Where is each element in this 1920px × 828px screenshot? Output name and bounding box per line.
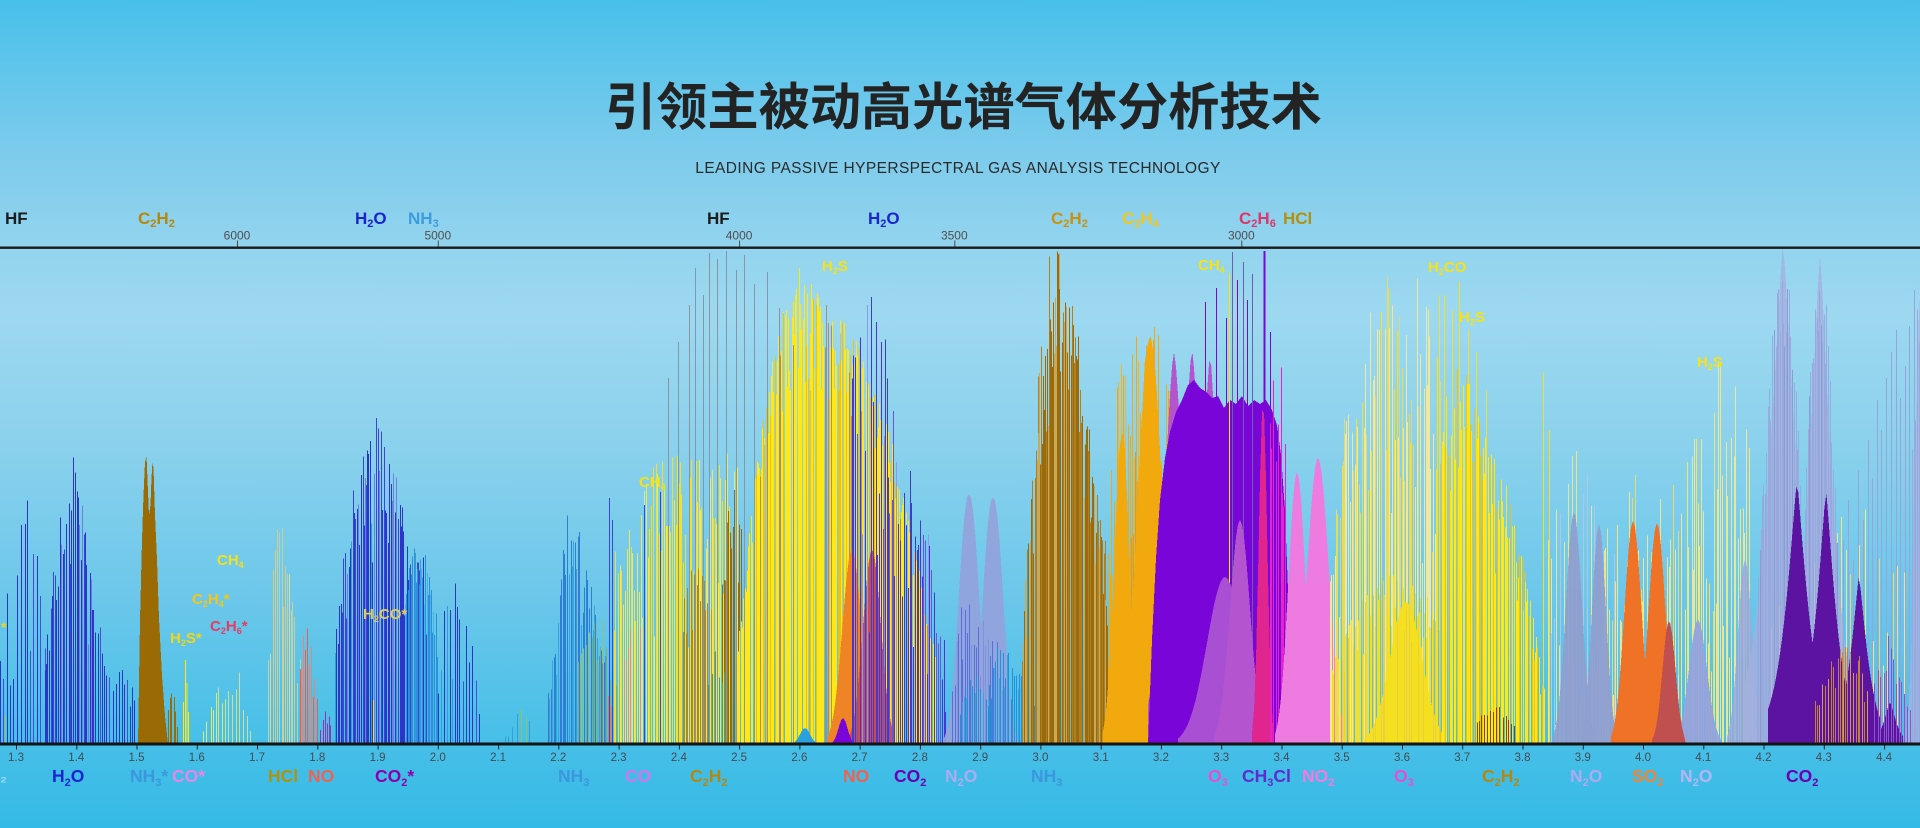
svg-text:H2​S: H2​S (822, 258, 848, 276)
svg-text:3.7: 3.7 (1454, 752, 1470, 764)
svg-text:*: * (1, 619, 7, 635)
svg-text:C2​H2​: C2​H2​ (1051, 209, 1088, 230)
svg-text:CO*: CO* (172, 766, 205, 786)
svg-text:NO: NO (843, 766, 869, 786)
svg-text:3.4: 3.4 (1274, 752, 1291, 764)
svg-text:2.2: 2.2 (550, 752, 566, 764)
svg-text:NH3​*: NH3​* (130, 766, 168, 789)
svg-text:2.1: 2.1 (490, 752, 506, 764)
svg-text:4.2: 4.2 (1756, 752, 1772, 764)
svg-text:CH4​: CH4​ (217, 552, 244, 570)
svg-text:CH4​: CH4​ (1198, 257, 1225, 275)
svg-text:NH3​: NH3​ (1031, 766, 1062, 789)
svg-text:1.5: 1.5 (129, 752, 145, 764)
svg-text:1.4: 1.4 (68, 752, 85, 764)
svg-text:2.5: 2.5 (731, 752, 747, 764)
svg-text:2.6: 2.6 (791, 752, 807, 764)
svg-text:HCl: HCl (268, 766, 298, 786)
svg-text:5000: 5000 (424, 229, 451, 243)
svg-text:C2​H6​: C2​H6​ (1239, 209, 1276, 230)
svg-text:1.9: 1.9 (370, 752, 386, 764)
svg-text:CO2​*: CO2​* (375, 766, 414, 789)
svg-text:H2​O: H2​O (355, 209, 387, 230)
svg-text:2.4: 2.4 (671, 752, 688, 764)
svg-text:HCl: HCl (1283, 209, 1312, 228)
svg-text:₂: ₂ (0, 769, 7, 786)
svg-text:4.3: 4.3 (1816, 752, 1832, 764)
svg-text:3.9: 3.9 (1575, 752, 1591, 764)
svg-text:C2​H2​: C2​H2​ (138, 209, 175, 230)
svg-text:H2​CO*: H2​CO* (363, 606, 407, 624)
svg-text:NO2​: NO2​ (1302, 766, 1334, 789)
svg-text:3.6: 3.6 (1394, 752, 1410, 764)
svg-text:LEADING PASSIVE HYPERSPECTRAL: LEADING PASSIVE HYPERSPECTRAL GAS ANALYS… (695, 160, 1220, 177)
svg-text:HF: HF (707, 209, 730, 228)
svg-text:3.1: 3.1 (1093, 752, 1109, 764)
svg-text:1.8: 1.8 (309, 752, 325, 764)
svg-text:CO2​: CO2​ (894, 766, 926, 789)
svg-text:N2​O: N2​O (1680, 766, 1712, 789)
svg-text:H2​O: H2​O (52, 766, 84, 789)
svg-text:2.9: 2.9 (972, 752, 988, 764)
svg-text:6000: 6000 (224, 229, 251, 243)
svg-text:2.0: 2.0 (430, 752, 446, 764)
svg-text:3.0: 3.0 (1032, 752, 1048, 764)
svg-text:3500: 3500 (941, 229, 968, 243)
svg-text:O3​: O3​ (1208, 766, 1228, 789)
svg-text:C2​H6​*: C2​H6​* (210, 618, 248, 636)
svg-text:O3​: O3​ (1394, 766, 1414, 789)
svg-text:H2​O: H2​O (868, 209, 900, 230)
svg-text:3000: 3000 (1228, 229, 1255, 243)
svg-text:NH3​: NH3​ (558, 766, 589, 789)
svg-text:3.8: 3.8 (1515, 752, 1531, 764)
svg-text:1.6: 1.6 (189, 752, 205, 764)
svg-text:2.3: 2.3 (611, 752, 627, 764)
svg-text:C2​H4​: C2​H4​ (1122, 209, 1160, 230)
svg-text:1.3: 1.3 (8, 752, 24, 764)
svg-text:H2​S: H2​S (1697, 354, 1723, 372)
svg-text:C2​H4​*: C2​H4​* (192, 591, 230, 609)
svg-text:4000: 4000 (726, 229, 753, 243)
svg-text:HF: HF (5, 209, 28, 228)
svg-text:3.2: 3.2 (1153, 752, 1169, 764)
svg-text:CH4​: CH4​ (639, 474, 666, 492)
svg-text:CO2​: CO2​ (1786, 766, 1818, 789)
svg-text:SO2​: SO2​ (1632, 766, 1663, 789)
svg-text:C2​H2​: C2​H2​ (690, 766, 728, 789)
svg-text:C2​H2​: C2​H2​ (1482, 766, 1520, 789)
svg-text:CO: CO (625, 766, 651, 786)
svg-text:3.3: 3.3 (1213, 752, 1229, 764)
svg-text:CH3​Cl: CH3​Cl (1242, 766, 1291, 789)
svg-text:H2​S: H2​S (1459, 309, 1485, 327)
svg-text:N2​O: N2​O (945, 766, 977, 789)
svg-text:H2​S*: H2​S* (170, 630, 202, 648)
svg-text:2.8: 2.8 (912, 752, 928, 764)
svg-text:N2​O: N2​O (1570, 766, 1602, 789)
svg-text:NH3​: NH3​ (408, 209, 439, 230)
svg-text:NO: NO (308, 766, 334, 786)
svg-text:2.7: 2.7 (852, 752, 868, 764)
svg-text:1.7: 1.7 (249, 752, 265, 764)
svg-text:H2​CO: H2​CO (1428, 259, 1467, 277)
svg-text:4.1: 4.1 (1695, 752, 1711, 764)
svg-text:4.0: 4.0 (1635, 752, 1651, 764)
svg-text:4.4: 4.4 (1876, 752, 1893, 764)
svg-text:3.5: 3.5 (1334, 752, 1350, 764)
